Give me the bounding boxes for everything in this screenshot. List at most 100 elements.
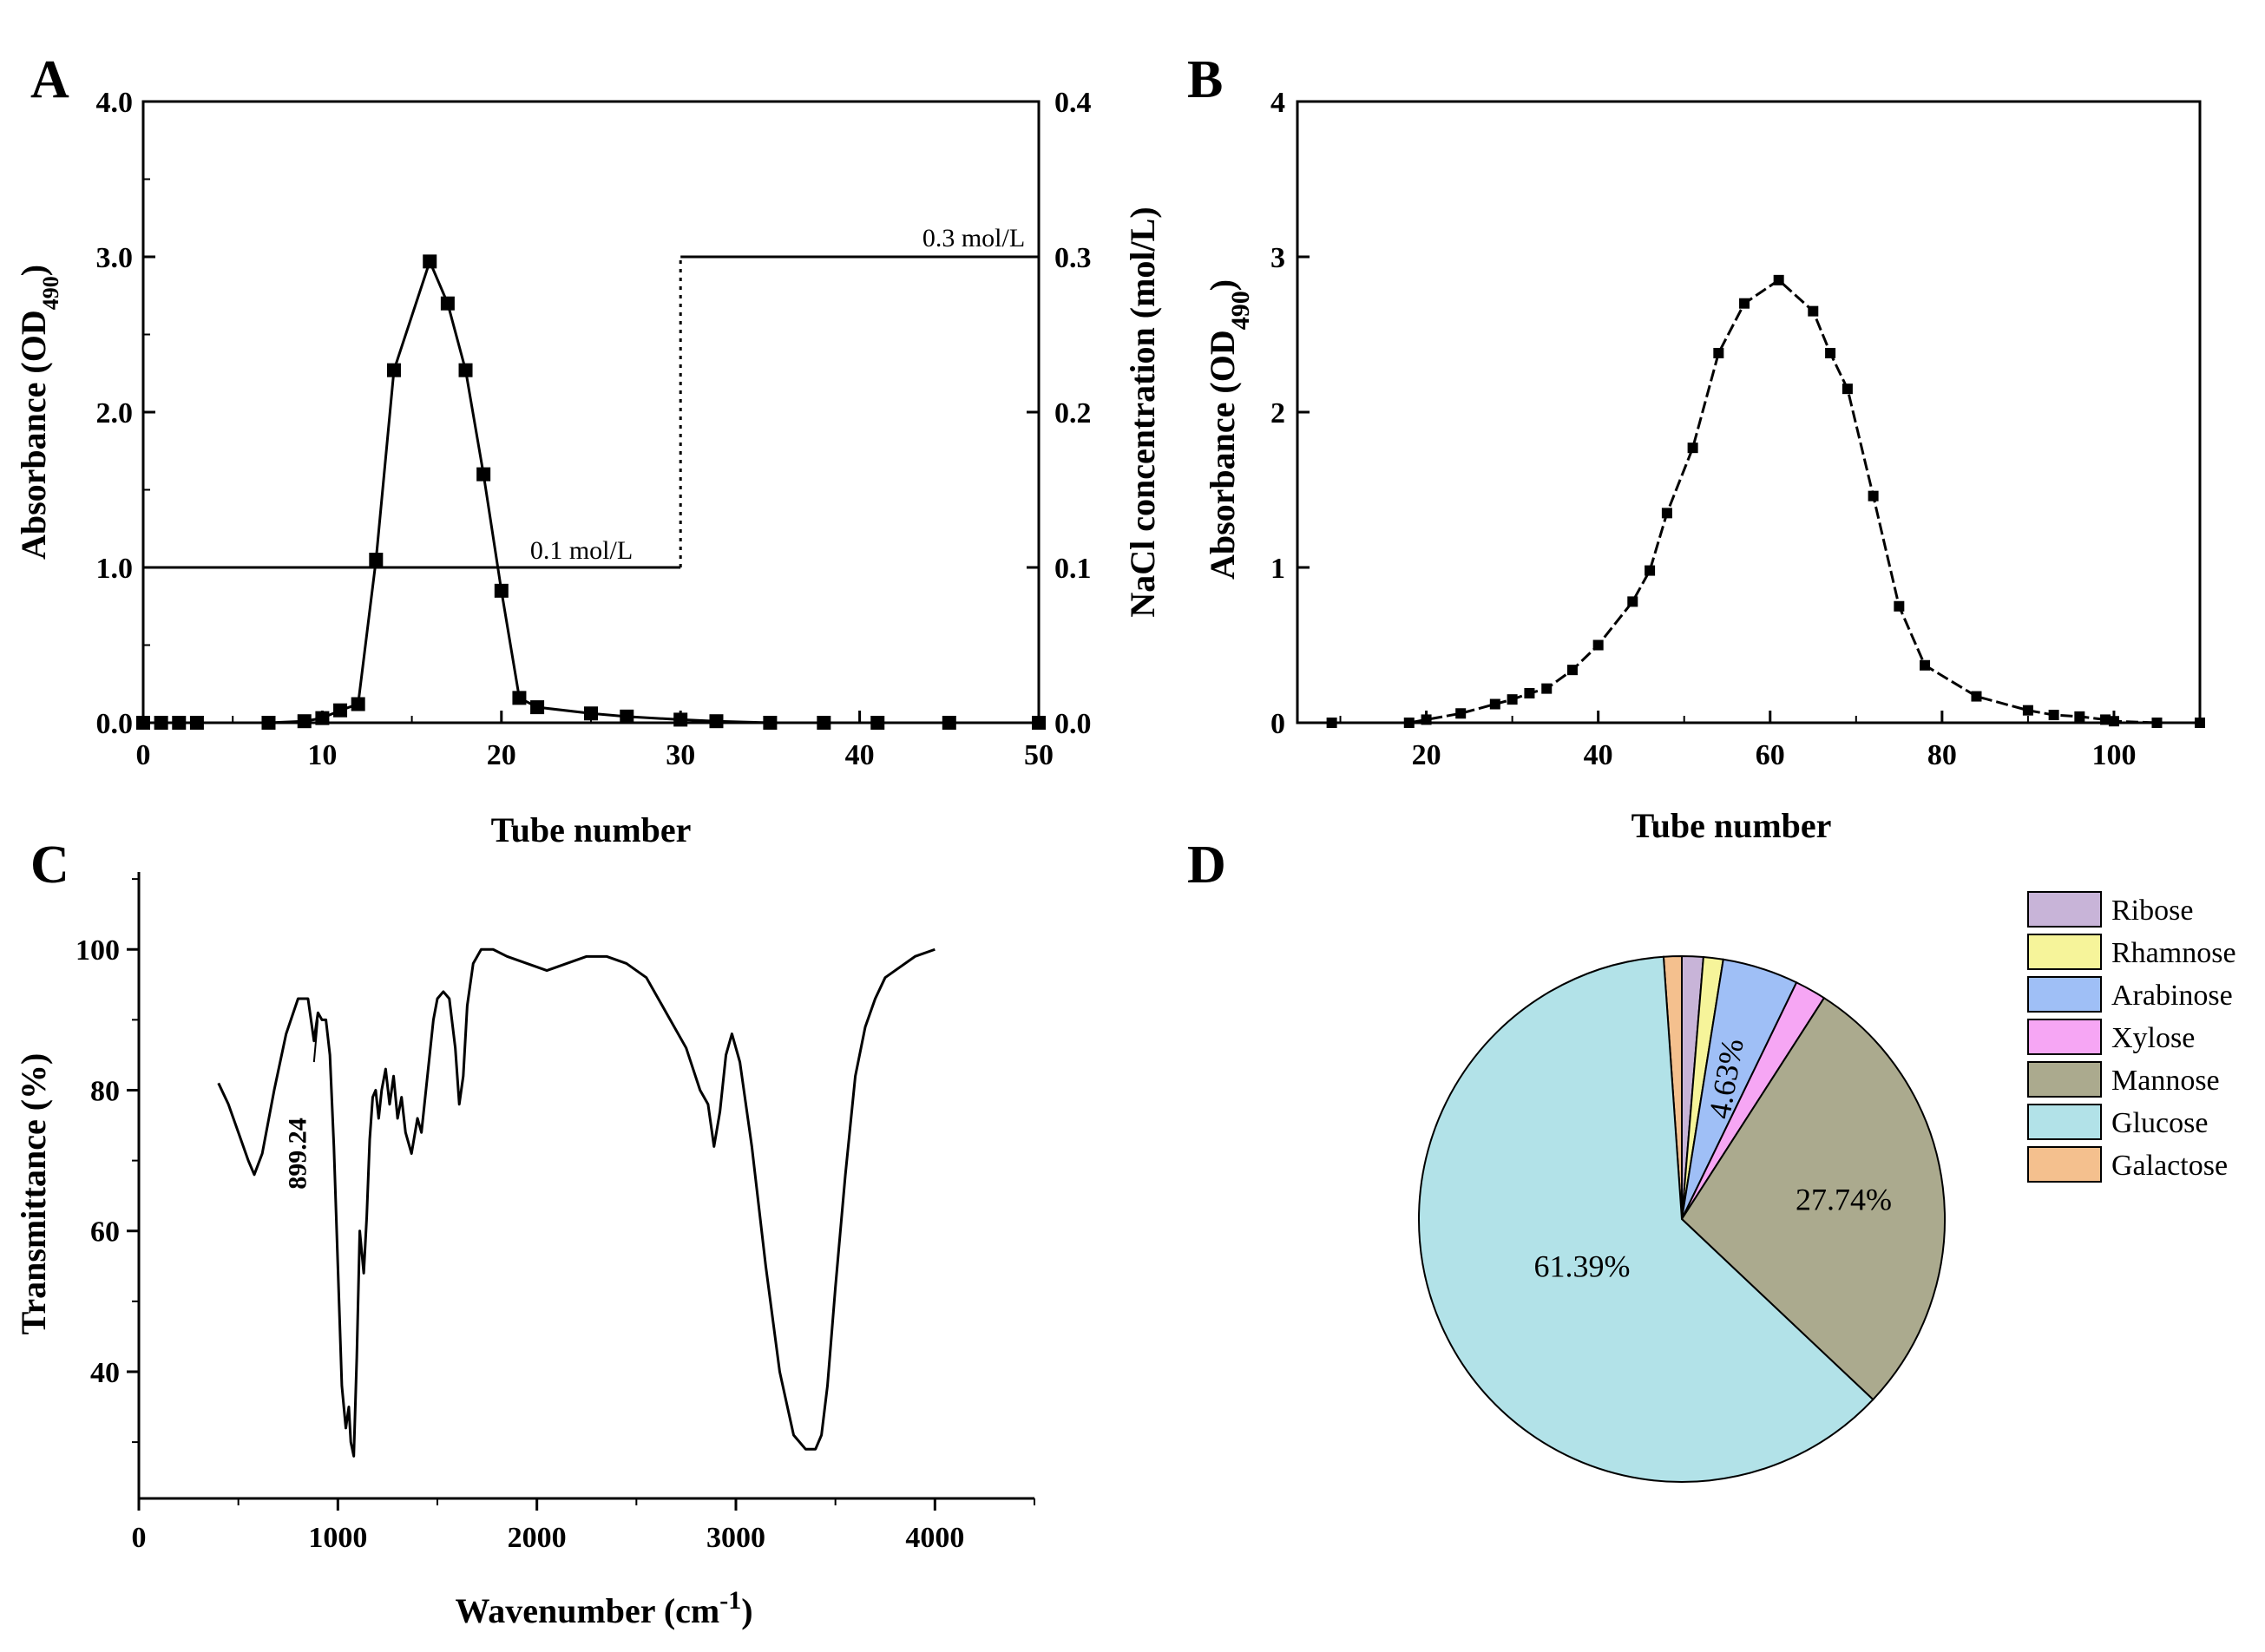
panel-d-chart: 4.63%27.74%61.39%RiboseRhamnoseArabinose… <box>1418 891 2236 1483</box>
panel-a-xtick-label: 0 <box>136 739 151 771</box>
panel-b-xlabel: Tube number <box>1631 806 1832 845</box>
panel-a-data-point <box>136 716 150 730</box>
panel-a-data-point <box>817 716 831 730</box>
panel-b-data-point <box>1773 274 1784 285</box>
panel-b-xtick-label: 40 <box>1584 739 1613 771</box>
panel-a-data-point <box>315 711 330 725</box>
panel-d-pie-slice-mannose <box>1680 996 1946 1401</box>
panel-a-data-point <box>709 714 724 729</box>
panel-a-xtick-label: 20 <box>487 739 516 771</box>
panel-c-annotation-pointer <box>312 1019 319 1063</box>
panel-b-chart: 20 40 60 80 100 0 1 2 3 4 Tube number Absorbance (O… <box>1203 87 2205 845</box>
panel-d-legend-swatch <box>2027 1146 2102 1183</box>
panel-a-y2label: NaCl concentration (mol/L) <box>1123 206 1162 617</box>
panel-b-data-point <box>1541 683 1553 694</box>
panel-b-data-point <box>1687 442 1698 454</box>
panel-d-pct-label-mannose: 27.74% <box>1796 1182 1892 1216</box>
panel-a-data-point <box>1032 716 1046 730</box>
panel-c-ylabel: Transmittance (%) <box>14 1053 53 1335</box>
panel-a-y2tick-label: 0.0 <box>1054 708 1092 740</box>
panel-b-data-point <box>1524 687 1535 698</box>
panel-b-data-point <box>1808 305 1819 317</box>
panel-a-ytick-label: 3.0 <box>96 242 134 274</box>
panel-a-absorbance-line <box>143 258 1039 724</box>
panel-a-y2tick-label: 0.1 <box>1054 553 1092 585</box>
panel-b-data-point <box>2074 711 2085 722</box>
panel-a-y2tick-label: 0.4 <box>1054 87 1092 119</box>
panel-c-xtick-label: 4000 <box>905 1522 964 1554</box>
panel-a-ytick-label: 0.0 <box>96 708 134 740</box>
panel-c-xtick-label: 2000 <box>508 1522 567 1554</box>
panel-a-annotation-high: 0.3 mol/L <box>922 224 1025 252</box>
panel-b-ytick-label: 3 <box>1270 242 1285 274</box>
panel-b-data-point <box>1842 384 1853 395</box>
panel-b-data-point <box>2022 705 2033 716</box>
panel-a-data-point <box>351 697 365 711</box>
panel-c-chart: 0 1000 2000 3000 4000 40 60 80 100 899.24 Wavenumb… <box>14 872 1035 1630</box>
panel-b-data-point <box>1645 565 1656 576</box>
panel-d-legend-label: Mannose <box>2111 1065 2220 1097</box>
panel-a-annotation-low: 0.1 mol/L <box>530 536 633 565</box>
panel-d-legend-swatch <box>2027 934 2102 970</box>
panel-a-xlabel: Tube number <box>491 810 692 849</box>
panel-b-xtick-label: 100 <box>2091 739 2136 771</box>
panel-a-data-point <box>297 714 312 729</box>
panel-c-xlabel-main: Wavenumber (cm <box>455 1591 719 1630</box>
panel-a-data-point <box>369 553 384 567</box>
panel-a-data-point <box>172 716 187 730</box>
panel-d-legend-swatch <box>2027 1019 2102 1055</box>
panel-b-data-point <box>2048 710 2059 721</box>
panel-b-data-point <box>1627 596 1638 607</box>
panel-a-data-point <box>189 716 204 730</box>
panel-a-ylabel: Absorbance (OD490) <box>14 265 63 560</box>
panel-d-legend-label: Glucose <box>2111 1107 2208 1139</box>
panel-d-legend-swatch <box>2027 1104 2102 1140</box>
panel-b-data-point <box>1825 347 1836 358</box>
panel-b-ytick-label: 1 <box>1270 553 1285 585</box>
panel-a-xtick-label: 40 <box>845 739 875 771</box>
panel-b-ytick-label: 2 <box>1270 397 1285 429</box>
panel-b-ylabel: Absorbance (OD490) <box>1203 279 1255 580</box>
panel-b-absorbance-line <box>1331 278 2200 724</box>
panel-d-legend-swatch <box>2027 976 2102 1013</box>
panel-c-annotation: 899.24 <box>284 1118 312 1190</box>
panel-a-data-point <box>440 296 455 311</box>
panel-b-data-point <box>1868 490 1879 502</box>
panel-b-data-point <box>1713 347 1724 358</box>
panel-b-data-point <box>1489 698 1500 710</box>
panel-c-ftir-line <box>217 947 936 1458</box>
panel-a-data-point <box>512 691 527 705</box>
panel-a-chart: 0 10 20 30 40 500.01.02.03.04.00.00.10.20.30.… <box>14 87 1162 849</box>
panel-b-ytick-label: 4 <box>1270 87 1285 119</box>
panel-a-data-point <box>763 716 778 730</box>
panel-a-data-point <box>942 716 956 730</box>
panel-c-ytick-label: 80 <box>90 1075 120 1107</box>
panel-a-data-point <box>333 703 348 718</box>
panel-b-data-point <box>1971 691 1982 702</box>
panel-letter-c: C <box>30 836 69 895</box>
panel-b-data-point <box>1739 298 1750 309</box>
panel-d-legend-label: Galactose <box>2111 1150 2228 1182</box>
panel-a-ylabel-sub: 490 <box>38 276 63 310</box>
panel-a-ytick-label: 4.0 <box>96 87 134 119</box>
panel-b-data-point <box>1421 714 1432 725</box>
panel-a-data-point <box>620 709 634 724</box>
panel-c-ytick-label: 60 <box>90 1216 120 1249</box>
panel-a-data-point <box>261 716 276 730</box>
panel-b-ylabel-sub: 490 <box>1226 291 1255 330</box>
panel-b-xtick-label: 80 <box>1927 739 1957 771</box>
panel-b-data-point <box>1507 694 1518 705</box>
panel-b-xtick-label: 20 <box>1412 739 1441 771</box>
panel-a-y2tick-label: 0.3 <box>1054 242 1092 274</box>
panel-d-legend-label: Rhamnose <box>2111 937 2236 969</box>
panel-b-data-point <box>2108 716 2119 727</box>
panel-d-legend-swatch <box>2027 1061 2102 1098</box>
panel-a-data-point <box>494 583 509 598</box>
panel-a-data-point <box>423 254 437 269</box>
panel-a-ytick-label: 1.0 <box>96 553 134 585</box>
panel-b-ylabel-main: Absorbance (OD <box>1203 330 1242 580</box>
panel-b-data-point <box>1592 639 1604 651</box>
panel-letter-a: A <box>30 50 69 109</box>
panel-b-data-point <box>1326 718 1337 728</box>
